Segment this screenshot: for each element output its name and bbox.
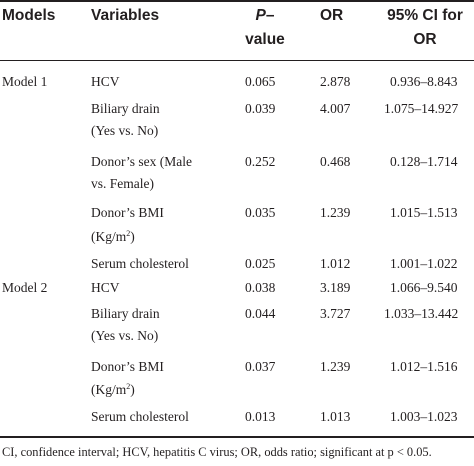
row-ci: 1.003–1.023 bbox=[390, 409, 458, 424]
row-p-value: 0.025 bbox=[245, 256, 276, 271]
row-p-value: 0.037 bbox=[245, 359, 276, 374]
header-or: OR bbox=[320, 7, 344, 24]
row-variable: HCV bbox=[91, 280, 120, 295]
model-2-label: Model 2 bbox=[2, 280, 48, 295]
row-or: 0.468 bbox=[320, 154, 351, 169]
top-rule bbox=[0, 0, 474, 2]
row-p-value: 0.044 bbox=[245, 306, 276, 321]
row-ci: 1.066–9.540 bbox=[390, 280, 458, 295]
row-ci: 0.128–1.714 bbox=[390, 154, 458, 169]
header-p-value: P– value bbox=[225, 4, 305, 52]
row-variable: Donor’s BMI bbox=[91, 359, 164, 374]
header-p-letter: P bbox=[255, 7, 266, 24]
row-or: 3.727 bbox=[320, 306, 351, 321]
header-p-dash: – bbox=[265, 7, 275, 24]
header-ci-line1: 95% CI for bbox=[387, 7, 463, 24]
model-1-label: Model 1 bbox=[2, 74, 48, 89]
table-footnote: CI, confidence interval; HCV, hepatitis … bbox=[2, 445, 432, 459]
row-or: 1.239 bbox=[320, 205, 351, 220]
unit-superscript: 2 bbox=[126, 229, 131, 238]
row-p-value: 0.065 bbox=[245, 74, 276, 89]
row-ci: 1.015–1.513 bbox=[390, 205, 458, 220]
row-variable: Biliary drain bbox=[91, 101, 160, 116]
row-p-value: 0.039 bbox=[245, 101, 276, 116]
row-variable-cont: (Kg/m2) bbox=[91, 378, 135, 401]
header-models: Models bbox=[2, 7, 56, 24]
row-variable-cont: (Yes vs. No) bbox=[91, 123, 159, 138]
header-ci: 95% CI for OR bbox=[376, 4, 474, 52]
unit-close: ) bbox=[130, 229, 135, 244]
row-ci: 1.033–13.442 bbox=[384, 306, 459, 321]
row-variable-cont: (Kg/m2) bbox=[91, 225, 135, 248]
header-p-value-text: value bbox=[245, 31, 285, 48]
row-p-value: 0.013 bbox=[245, 409, 276, 424]
row-variable: Serum cholesterol bbox=[91, 256, 189, 271]
row-variable: Donor’s sex (Male bbox=[91, 154, 192, 169]
header-variables: Variables bbox=[91, 7, 160, 24]
unit-text: (Kg/m bbox=[91, 229, 127, 244]
row-variable-cont: vs. Female) bbox=[91, 176, 154, 191]
row-ci: 1.012–1.516 bbox=[390, 359, 458, 374]
row-ci: 1.075–14.927 bbox=[384, 101, 459, 116]
row-p-value: 0.038 bbox=[245, 280, 276, 295]
bottom-rule bbox=[0, 436, 474, 438]
row-p-value: 0.252 bbox=[245, 154, 276, 169]
row-variable: Donor’s BMI bbox=[91, 205, 164, 220]
row-variable-cont: (Yes vs. No) bbox=[91, 328, 159, 343]
row-or: 2.878 bbox=[320, 74, 351, 89]
row-or: 1.013 bbox=[320, 409, 351, 424]
row-or: 1.239 bbox=[320, 359, 351, 374]
header-ci-line2: OR bbox=[413, 31, 437, 48]
row-p-value: 0.035 bbox=[245, 205, 276, 220]
row-variable: Serum cholesterol bbox=[91, 409, 189, 424]
unit-superscript: 2 bbox=[126, 382, 131, 391]
unit-text: (Kg/m bbox=[91, 382, 127, 397]
row-ci: 0.936–8.843 bbox=[390, 74, 458, 89]
row-variable: Biliary drain bbox=[91, 306, 160, 321]
unit-close: ) bbox=[130, 382, 135, 397]
row-or: 4.007 bbox=[320, 101, 351, 116]
row-ci: 1.001–1.022 bbox=[390, 256, 458, 271]
row-variable: HCV bbox=[91, 74, 120, 89]
row-or: 3.189 bbox=[320, 280, 351, 295]
row-or: 1.012 bbox=[320, 256, 351, 271]
header-rule bbox=[0, 60, 474, 61]
